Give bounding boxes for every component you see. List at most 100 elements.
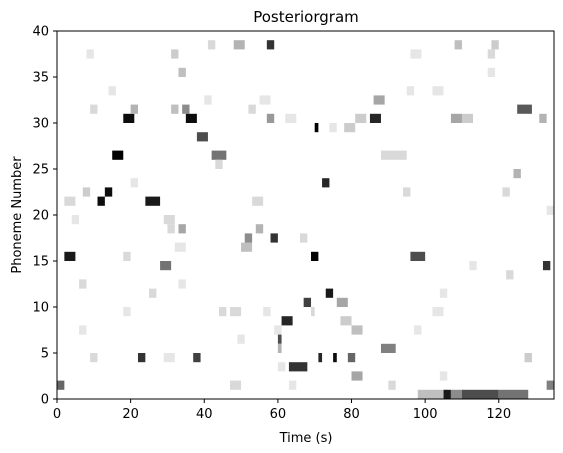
y-tick-label: 20 [32,209,49,224]
heatmap-cell [259,95,271,105]
heatmap-cell [104,187,113,197]
x-tick-label: 100 [413,407,438,422]
heatmap-cell [513,169,521,179]
heatmap-cell [388,380,396,390]
heatmap-cell [380,150,407,160]
y-tick-label: 40 [32,25,49,40]
heatmap-cell [299,233,308,243]
heatmap-cell [211,150,227,160]
heatmap-cell [79,279,87,289]
chart-title: Posteriorgram [253,8,359,26]
heatmap-cell [108,86,116,96]
heatmap-cell [90,104,98,114]
heatmap-cell [130,104,138,114]
heatmap-cell [491,40,499,50]
heatmap-cell [351,325,363,335]
heatmap-cell [311,307,315,317]
heatmap-cell [178,67,186,77]
heatmap-cell [517,104,532,114]
heatmap-cell [123,113,135,123]
heatmap-cell [340,316,352,326]
heatmap-cell [461,113,473,123]
heatmap-cell [288,362,308,372]
x-tick-label: 120 [486,407,511,422]
heatmap-cell [461,389,499,399]
heatmap-cell [86,49,94,59]
heatmap-cell [130,178,138,188]
heatmap-cell [171,104,179,114]
heatmap-cell [546,380,554,390]
heatmap-cell [285,113,297,123]
heatmap-cell [207,40,216,50]
heatmap-cell [237,334,245,344]
heatmap-cell [178,279,186,289]
y-tick-label: 30 [32,117,49,132]
heatmap-cell [450,113,462,123]
x-tick-label: 40 [196,407,213,422]
y-axis-label: Phoneme Number [10,156,25,274]
heatmap-cell [277,334,282,344]
x-tick-label: 80 [343,407,360,422]
heatmap-cell [79,325,87,335]
heatmap-cell [174,242,186,252]
x-axis: 0 20 40 60 80 100 120 [53,399,511,422]
heatmap-cell [369,113,381,123]
heatmap-cell [277,343,282,353]
heatmap-cell [351,371,363,381]
heatmap-cell [439,371,448,381]
heatmap-cell [373,95,385,105]
x-tick-label: 0 [53,407,61,422]
heatmap-cell [64,196,76,206]
heatmap-cell [244,233,253,243]
heatmap-cell [163,353,175,363]
heatmap-cell [163,215,175,225]
plot-area [56,30,555,400]
heatmap-cell [241,242,253,252]
heatmap-cell [487,49,496,59]
heatmap-cell [215,159,223,169]
heatmap-cell [71,215,80,225]
heatmap-cell [182,104,190,114]
y-tick-label: 10 [32,301,49,316]
heatmap-cell [270,233,278,243]
heatmap-cell [160,261,172,271]
heatmap-cell [439,288,448,298]
heatmap-cell [178,224,186,234]
heatmap-cell [123,307,131,317]
heatmap-cell [311,251,319,261]
heatmap-cell [57,380,65,390]
heatmap-cell [380,343,396,353]
heatmap-cells [57,40,554,399]
heatmap-cell [193,353,201,363]
heatmap-cell [90,353,98,363]
heatmap-cell [403,187,411,197]
heatmap-cell [322,178,330,188]
heatmap-cell [524,353,532,363]
heatmap-cell [314,123,319,133]
heatmap-cell [318,353,323,363]
heatmap-cell [230,380,242,390]
heatmap-cell [281,316,293,326]
heatmap-cell [145,196,161,206]
heatmap-cell [325,288,334,298]
heatmap-cell [454,40,462,50]
heatmap-cell [233,40,245,50]
heatmap-cell [333,353,337,363]
heatmap-cell [450,389,462,399]
y-tick-label: 0 [41,393,49,408]
y-tick-label: 25 [32,163,49,178]
heatmap-cell [64,251,76,261]
heatmap-cell [355,113,367,123]
heatmap-cell [487,67,496,77]
x-axis-label: Time (s) [279,431,333,446]
y-axis: 0 5 10 15 20 25 30 35 40 [32,25,57,408]
heatmap-cell [329,123,337,133]
heatmap-cell [255,224,264,234]
heatmap-cell [82,187,91,197]
heatmap-cell [263,307,271,317]
heatmap-cell [252,196,264,206]
heatmap-cell [112,150,124,160]
heatmap-cell [443,389,451,399]
heatmap-cell [97,196,105,206]
heatmap-cell [498,389,529,399]
